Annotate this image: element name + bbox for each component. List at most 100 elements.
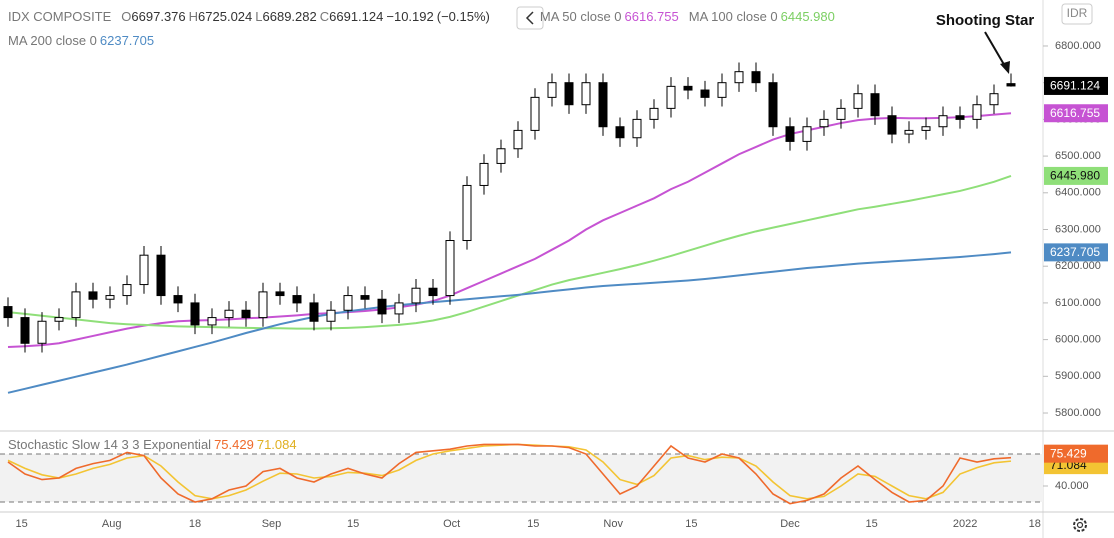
candle-body — [173, 295, 183, 304]
y-tick-label: 6200.000 — [1055, 260, 1101, 272]
candle-body — [666, 85, 676, 109]
candle-body — [598, 82, 608, 128]
x-tick-label: 15 — [527, 518, 539, 530]
price-tag-label: 6691.124 — [1050, 79, 1100, 93]
candle-body — [71, 291, 81, 319]
candle-body — [547, 82, 557, 98]
price-tag-label: 6445.980 — [1050, 169, 1100, 183]
y-tick-label: 6800.000 — [1055, 40, 1101, 52]
price-tag — [1044, 166, 1108, 185]
candle-body — [513, 129, 523, 150]
candle-body — [751, 71, 761, 84]
candle-body — [632, 118, 642, 139]
candle-body — [785, 126, 795, 142]
x-tick-label: Nov — [603, 518, 623, 530]
x-tick-label: 15 — [347, 518, 359, 530]
ohlc-value: 6691.124 — [329, 9, 384, 24]
candle-body — [904, 129, 914, 135]
candle-body — [139, 254, 149, 286]
candle-body — [428, 287, 438, 297]
candle-body — [241, 309, 251, 319]
settings-icon[interactable] — [1073, 518, 1087, 532]
y-tick-label: 6300.000 — [1055, 223, 1101, 235]
collapse-icon — [525, 11, 534, 25]
currency-label[interactable]: IDR — [1067, 6, 1088, 20]
x-tick-label: 18 — [189, 518, 201, 530]
change: −10.192 — [386, 9, 434, 24]
price-tag — [1044, 444, 1108, 463]
ma-label: MA 100 close 0 — [688, 9, 778, 24]
oscillator-line — [7, 443, 1012, 505]
candle-body — [581, 82, 591, 106]
candle-body — [394, 302, 404, 315]
x-tick-label: Sep — [262, 518, 282, 530]
candle-body — [360, 295, 370, 300]
ma-value: 6616.755 — [624, 9, 679, 24]
y-tick-label: 6400.000 — [1055, 187, 1101, 199]
change-pct: (−0.15%) — [436, 9, 490, 24]
candle-body — [207, 317, 217, 326]
y-tick-label: 6100.000 — [1055, 297, 1101, 309]
ma-label: MA 50 close 0 — [539, 9, 622, 24]
candle-body — [105, 295, 115, 300]
candle-body — [683, 85, 693, 91]
price-legend-2: MA 200 close 0 6237.705 — [8, 33, 157, 48]
ohlc-value: 6689.282 — [262, 9, 317, 24]
band-fill — [0, 454, 1043, 502]
candle-body — [326, 309, 336, 322]
price-tag — [1044, 243, 1108, 262]
candle-body — [462, 184, 472, 242]
candle-body — [955, 115, 965, 120]
candle-body — [564, 82, 574, 106]
candle-body — [156, 254, 166, 297]
candle-body — [445, 240, 455, 297]
collapse-button[interactable] — [516, 6, 544, 30]
candle-body — [479, 162, 489, 186]
ma-value: 6237.705 — [99, 33, 155, 48]
ohlc-value: 6697.376 — [131, 9, 186, 24]
candle-body — [921, 126, 931, 131]
currency-button[interactable] — [1061, 3, 1093, 25]
candle-body — [853, 93, 863, 109]
moving-average — [7, 174, 1012, 330]
candle-body — [122, 284, 132, 297]
y-tick-label: 5800.000 — [1055, 407, 1101, 419]
gear-outer[interactable] — [1073, 518, 1087, 532]
annotation-arrow — [984, 31, 1007, 69]
x-tick-label: 18 — [1029, 518, 1041, 530]
oscillator-value: 75.429 — [214, 437, 254, 452]
candle-body — [802, 126, 812, 142]
y-tick-label: 6000.000 — [1055, 334, 1101, 346]
ohlc-value: 6725.024 — [198, 9, 253, 24]
gear-inner[interactable] — [1076, 521, 1084, 529]
price-tag — [1044, 76, 1108, 95]
x-tick-label: 2022 — [953, 518, 977, 530]
candle-body — [20, 317, 30, 344]
price-tag-label: 75.429 — [1050, 446, 1087, 460]
annotation: Shooting Star — [936, 12, 1034, 29]
candle-body — [972, 104, 982, 120]
x-tick-label: Dec — [780, 518, 800, 530]
candle-body — [649, 107, 659, 120]
x-tick-label: Oct — [443, 518, 460, 530]
candle-body — [989, 93, 999, 106]
x-tick-label: 15 — [865, 518, 877, 530]
moving-average — [7, 251, 1012, 394]
price-tag-label: 6616.755 — [1050, 106, 1100, 120]
ma-label: MA 200 close 0 — [8, 33, 97, 48]
candle-body — [54, 317, 64, 322]
y-tick-label: 40.000 — [1055, 480, 1089, 492]
ohlc-letter: H — [188, 9, 199, 24]
ma-value: 6445.980 — [780, 9, 835, 24]
candle-body — [836, 107, 846, 120]
candle-body — [309, 302, 319, 322]
annotation-arrowhead — [1000, 61, 1010, 74]
candle-body — [377, 298, 387, 315]
candle-body — [190, 302, 200, 326]
candle-body — [938, 115, 948, 128]
oscillator-legend: Stochastic Slow 14 3 3 Exponential 75.429… — [8, 437, 300, 452]
candle-body — [343, 295, 353, 311]
candle-body — [1006, 83, 1016, 87]
y-tick-label: 5900.000 — [1055, 370, 1101, 382]
